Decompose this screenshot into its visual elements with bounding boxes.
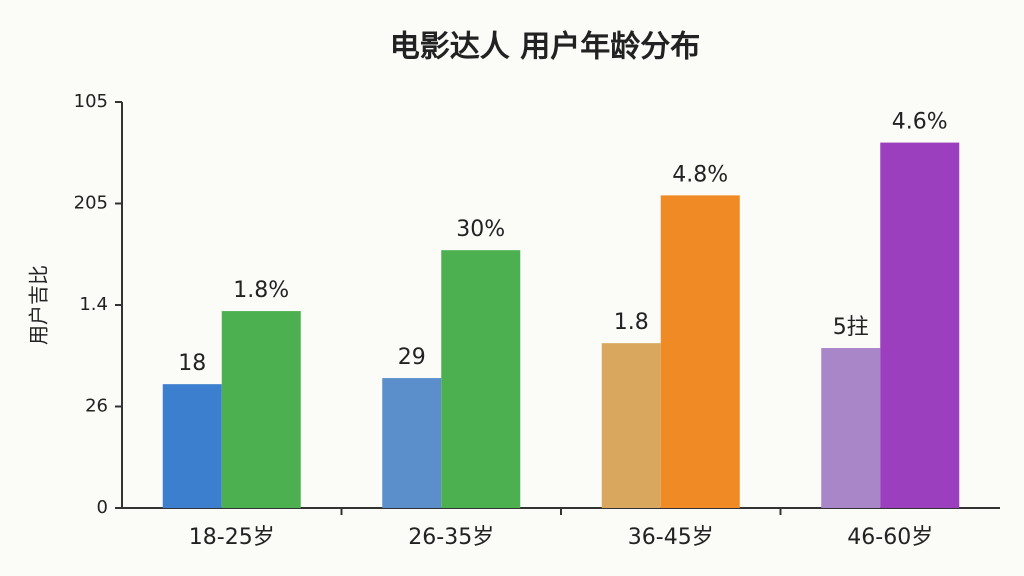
bar [162,384,222,508]
data-label: 30% [456,217,505,242]
x-tick-label: 46-60岁 [847,525,933,550]
bar [821,348,881,508]
x-tick-label: 18-25岁 [189,525,275,550]
data-label: 1.8 [614,310,649,335]
bar [221,311,301,508]
data-label: 18 [178,351,206,376]
data-label: 29 [398,345,426,370]
y-tick-label: 1.4 [79,294,108,315]
bar [880,142,960,508]
y-tick-label: 105 [74,91,108,112]
chart-title: 电影达人 用户年龄分布 [390,30,700,65]
bar [601,343,661,508]
data-label: 4.6% [892,110,948,135]
data-label: 1.8% [233,278,289,303]
y-axis-label: 用户吉比 [27,265,51,345]
bar [660,195,740,508]
data-label: 5拄 [833,315,869,340]
x-tick-label: 36-45岁 [628,525,714,550]
y-tick-label: 205 [74,193,108,214]
bar [441,250,521,508]
x-tick-label: 26-35岁 [408,525,494,550]
bar [382,378,442,508]
data-label: 4.8% [672,162,728,187]
y-tick-label: 0 [97,497,108,518]
y-tick-label: 26 [85,396,108,417]
